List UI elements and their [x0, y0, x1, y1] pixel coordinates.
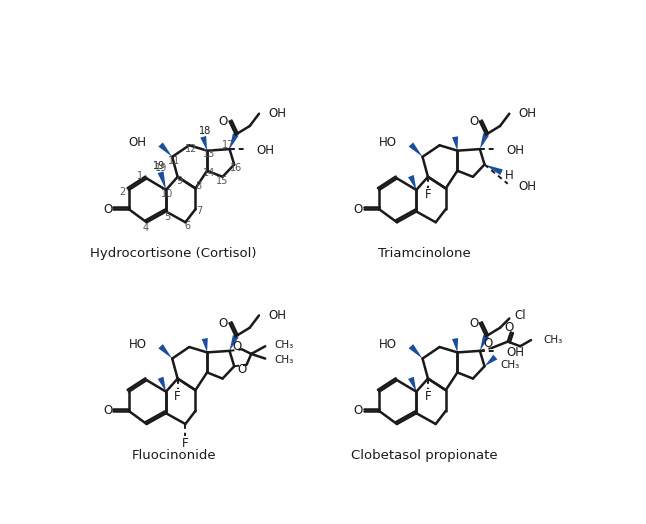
- Text: O: O: [353, 405, 363, 418]
- Text: CH₃: CH₃: [500, 359, 519, 370]
- Text: 19: 19: [153, 161, 165, 171]
- Polygon shape: [480, 335, 489, 351]
- Text: O: O: [233, 340, 242, 353]
- Text: O: O: [505, 321, 514, 334]
- Text: HO: HO: [379, 136, 397, 149]
- Text: 8: 8: [196, 181, 202, 191]
- Text: 14: 14: [203, 168, 216, 178]
- Text: 11: 11: [167, 156, 180, 166]
- Text: OH: OH: [129, 136, 147, 149]
- Polygon shape: [484, 355, 497, 366]
- Text: OH: OH: [256, 144, 274, 157]
- Polygon shape: [229, 133, 238, 149]
- Text: O: O: [469, 115, 478, 128]
- Text: F: F: [182, 437, 189, 450]
- Text: 9: 9: [176, 176, 182, 185]
- Text: OH: OH: [506, 346, 524, 359]
- Polygon shape: [452, 136, 458, 151]
- Text: 12: 12: [185, 144, 197, 154]
- Text: Clobetasol propionate: Clobetasol propionate: [351, 449, 497, 462]
- Text: O: O: [103, 405, 112, 418]
- Text: Cl: Cl: [514, 309, 526, 322]
- Text: 19: 19: [155, 162, 167, 172]
- Polygon shape: [409, 344, 422, 358]
- Text: 15: 15: [216, 177, 229, 187]
- Text: Triamcinolone: Triamcinolone: [378, 247, 470, 260]
- Text: OH: OH: [519, 180, 537, 193]
- Text: 1: 1: [136, 171, 143, 181]
- Polygon shape: [484, 165, 503, 175]
- Polygon shape: [158, 143, 172, 157]
- Text: O: O: [237, 363, 247, 376]
- Text: HO: HO: [129, 338, 147, 351]
- Text: 6: 6: [185, 221, 191, 231]
- Polygon shape: [480, 133, 489, 149]
- Text: F: F: [424, 390, 432, 403]
- Text: CH₃: CH₃: [543, 335, 563, 345]
- Text: 10: 10: [162, 189, 174, 199]
- Text: 18: 18: [198, 126, 211, 136]
- Text: O: O: [219, 316, 228, 330]
- Polygon shape: [158, 377, 166, 391]
- Text: 16: 16: [229, 162, 242, 172]
- Text: F: F: [424, 188, 432, 201]
- Polygon shape: [408, 175, 416, 190]
- Text: OH: OH: [268, 309, 286, 322]
- Text: O: O: [353, 203, 363, 216]
- Polygon shape: [202, 338, 208, 353]
- Text: OH: OH: [506, 144, 524, 157]
- Text: F: F: [174, 390, 181, 403]
- Polygon shape: [200, 136, 207, 151]
- Text: OH: OH: [268, 107, 286, 120]
- Text: O: O: [219, 115, 228, 128]
- Text: O: O: [103, 203, 112, 216]
- Text: 13: 13: [203, 149, 216, 159]
- Text: O: O: [483, 336, 492, 350]
- Polygon shape: [158, 171, 166, 190]
- Text: 7: 7: [196, 206, 202, 216]
- Text: Hydrocortisone (Cortisol): Hydrocortisone (Cortisol): [90, 247, 257, 260]
- Polygon shape: [409, 143, 422, 157]
- Polygon shape: [158, 344, 172, 358]
- Text: HO: HO: [379, 338, 397, 351]
- Text: H: H: [505, 169, 514, 182]
- Text: 5: 5: [165, 212, 171, 222]
- Text: 2: 2: [120, 187, 126, 197]
- Text: 4: 4: [143, 223, 149, 233]
- Polygon shape: [229, 335, 238, 351]
- Polygon shape: [452, 338, 458, 353]
- Text: 17: 17: [222, 140, 234, 150]
- Text: CH₃: CH₃: [275, 355, 294, 365]
- Text: CH₃: CH₃: [275, 340, 294, 350]
- Text: Fluocinonide: Fluocinonide: [131, 449, 216, 462]
- Text: OH: OH: [519, 107, 537, 120]
- Polygon shape: [408, 377, 416, 391]
- Text: O: O: [469, 316, 478, 330]
